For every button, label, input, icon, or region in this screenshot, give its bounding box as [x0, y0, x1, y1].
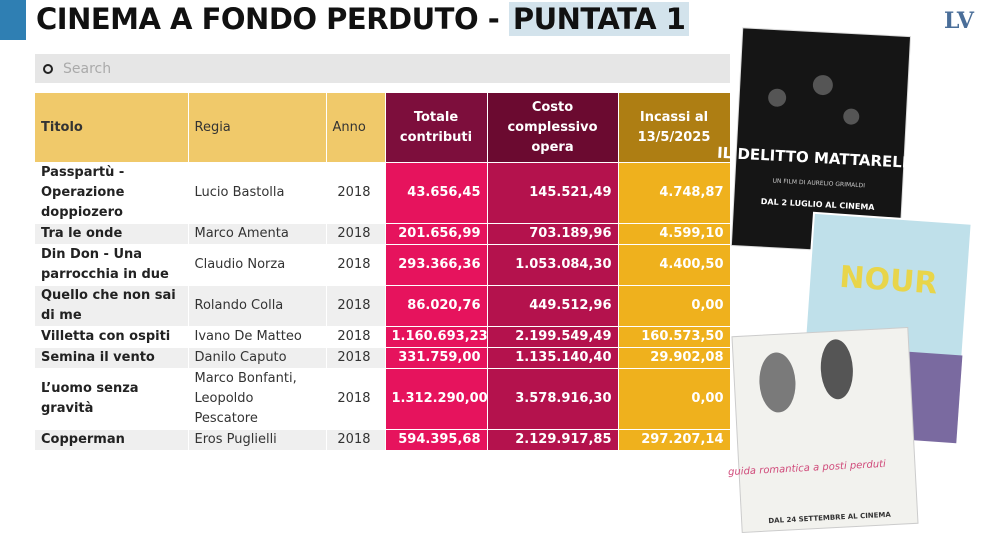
table-cell: 2.199.549,49	[487, 326, 619, 348]
table-cell: Marco Bonfanti, Leopoldo Pescatore	[188, 368, 327, 430]
poster-credit: UN FILM DI AURELIO GRIMALDI	[772, 178, 865, 190]
title-text: CINEMA A FONDO PERDUTO -	[36, 2, 509, 36]
column-header: Regia	[188, 93, 327, 163]
table-cell: Tra le onde	[35, 223, 189, 245]
table-cell: Lucio Bastolla	[188, 162, 327, 224]
table-cell: Passpartù - Operazione doppiozero	[35, 162, 189, 224]
column-header: Incassi al 13/5/2025	[618, 93, 731, 163]
poster-title: NOUR	[838, 260, 938, 302]
column-header: Totale contributi	[385, 93, 488, 163]
column-header: Anno	[326, 93, 386, 163]
table-cell: Ivano De Matteo	[188, 326, 327, 348]
table-body: Passpartù - Operazione doppiozero Lucio B…	[35, 162, 731, 451]
table-cell: Claudio Norza	[188, 244, 327, 286]
table-cell: 145.521,49	[487, 162, 619, 224]
table-cell: Copperman	[35, 429, 189, 451]
table-row: Copperman Eros Puglielli 2018 594.395,68 2.1…	[35, 429, 731, 451]
table-cell: 703.189,96	[487, 223, 619, 245]
title: CINEMA A FONDO PERDUTO - PUNTATA 1	[36, 2, 690, 36]
table-cell: Marco Amenta	[188, 223, 327, 245]
table-cell: 2018	[326, 429, 386, 451]
accent-square	[0, 0, 26, 40]
poster-3: guida romantica a posti perduti DAL 24 S…	[728, 327, 919, 533]
data-table: Titolo Regia Anno Totale contributi Costo co…	[35, 93, 731, 451]
table-cell: Rolando Colla	[188, 285, 327, 327]
table-cell: 2.129.917,85	[487, 429, 619, 451]
table-cell: 160.573,50	[618, 326, 731, 348]
logo: LV	[944, 8, 974, 34]
table-cell: 4.748,87	[618, 162, 731, 224]
table-cell: 1.312.290,00	[385, 368, 488, 430]
table-cell: Eros Puglielli	[188, 429, 327, 451]
table-cell: 293.366,36	[385, 244, 488, 286]
table-cell: 43.656,45	[385, 162, 488, 224]
poster-1: IL DELITTO MATTARELLA UN FILM DI AURELIO…	[717, 27, 924, 255]
table-cell: 331.759,00	[385, 347, 488, 369]
table-row: Semina il vento Danilo Caputo 2018 331.759,…	[35, 347, 731, 369]
table-cell: 4.400,50	[618, 244, 731, 286]
table-row: Din Don - Una parrocchia in due Claudio N…	[35, 244, 731, 286]
table-cell: 3.578.916,30	[487, 368, 619, 430]
search-icon	[43, 63, 53, 74]
table-cell: 2018	[326, 347, 386, 369]
table-cell: L’uomo senza gravità	[35, 368, 189, 430]
search-bar[interactable]: Search	[35, 54, 730, 83]
table-cell: 0,00	[618, 285, 731, 327]
column-header: Costo complessivo opera	[487, 93, 619, 163]
table-cell: 449.512,96	[487, 285, 619, 327]
table-cell: 1.135.140,40	[487, 347, 619, 369]
table-cell: 297.207,14	[618, 429, 731, 451]
table-row: Quello che non sai di me Rolando Colla 201…	[35, 285, 731, 327]
table-row: L’uomo senza gravità Marco Bonfanti, Leop…	[35, 368, 731, 430]
table-cell: 1.160.693,23	[385, 326, 488, 348]
table-cell: 2018	[326, 285, 386, 327]
table-cell: Quello che non sai di me	[35, 285, 189, 327]
table-row: Tra le onde Marco Amenta 2018 201.656,99 703…	[35, 223, 731, 245]
table-cell: Danilo Caputo	[188, 347, 327, 369]
table-cell: 2018	[326, 368, 386, 430]
table-cell: 201.656,99	[385, 223, 488, 245]
table-cell: 29.902,08	[618, 347, 731, 369]
table-cell: 4.599,10	[618, 223, 731, 245]
table-row: Passpartù - Operazione doppiozero Lucio B…	[35, 162, 731, 224]
table-cell: Din Don - Una parrocchia in due	[35, 244, 189, 286]
search-placeholder: Search	[63, 60, 112, 77]
table-cell: 1.053.084,30	[487, 244, 619, 286]
header-row: Titolo Regia Anno Totale contributi Costo co…	[35, 93, 731, 163]
table-cell: Semina il vento	[35, 347, 189, 369]
table-cell: 2018	[326, 326, 386, 348]
table-cell: 86.020,76	[385, 285, 488, 327]
table-cell: 2018	[326, 223, 386, 245]
table-row: Villetta con ospiti Ivano De Matteo 2018 1.…	[35, 326, 731, 348]
title-highlight: PUNTATA 1	[508, 2, 690, 36]
table-cell: 2018	[326, 162, 386, 224]
table-cell: 0,00	[618, 368, 731, 430]
table-cell: 594.395,68	[385, 429, 488, 451]
table-cell: 2018	[326, 244, 386, 286]
table-cell: Villetta con ospiti	[35, 326, 189, 348]
column-header: Titolo	[35, 93, 189, 163]
